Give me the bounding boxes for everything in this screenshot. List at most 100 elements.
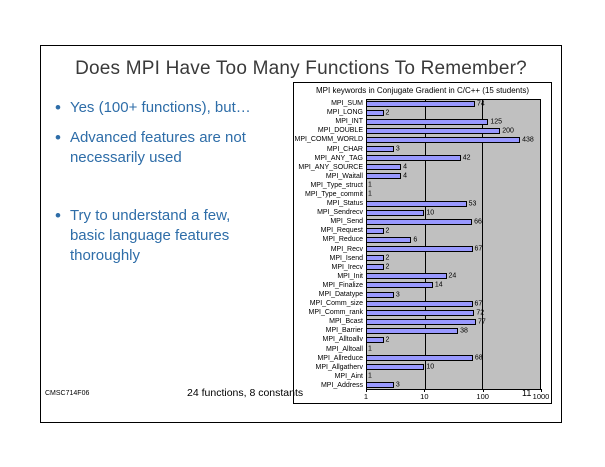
bullet-icon: •	[55, 128, 61, 147]
value-label: 10	[426, 363, 435, 371]
value-label: 24	[448, 272, 457, 280]
bullet-text: Try to understand a few, basic language …	[69, 207, 231, 264]
bar-area: 24	[366, 272, 541, 281]
bar-area: 10	[366, 363, 541, 372]
value-label: 77	[478, 318, 486, 326]
chart-row: MPI_Request 2	[294, 226, 541, 235]
bar	[366, 155, 461, 162]
value-label: 2	[385, 263, 390, 271]
chart-row: MPI_Sendrecv 10	[294, 208, 541, 217]
bar-area: 1	[366, 372, 541, 381]
value-label: 38	[460, 327, 468, 335]
bar-area: 4	[366, 172, 541, 181]
value-label: 125	[490, 118, 502, 126]
gridline-100	[482, 100, 484, 389]
bar-area: 3	[366, 144, 541, 153]
chart-row: MPI_COMM_WORLD 438	[294, 135, 541, 144]
bar	[366, 382, 394, 389]
chart-row: MPI_Finalize 14	[294, 281, 541, 290]
chart-row: MPI_LONG 2	[294, 108, 541, 117]
value-label: 2	[385, 254, 390, 262]
chart-row: MPI_Comm_size 67	[294, 299, 541, 308]
chart-row: MPI_ANY_TAG 42	[294, 154, 541, 163]
category-label: MPI_ANY_TAG	[314, 154, 364, 162]
plot-area	[366, 99, 541, 390]
value-label: 67	[474, 245, 483, 253]
bar	[366, 127, 501, 134]
chart-row: MPI_Send 66	[294, 217, 541, 226]
category-label: MPI_Comm_rank	[308, 309, 363, 317]
bar-area: 67	[366, 245, 541, 254]
category-label: MPI_DOUBLE	[317, 127, 363, 135]
bullet-text: Advanced features are not necessarily us…	[69, 129, 246, 166]
chart-row: MPI_INT 125	[294, 117, 541, 126]
value-label: 53	[468, 200, 477, 208]
bar-area: 42	[366, 154, 541, 163]
bar-area: 53	[366, 199, 541, 208]
bar	[366, 282, 433, 289]
bar-area: 74	[366, 99, 541, 108]
value-label: 14	[434, 281, 443, 289]
bar	[366, 164, 402, 171]
value-label: 2	[385, 109, 390, 117]
bar	[366, 200, 467, 207]
chart-row: MPI_Allgatherv 10	[294, 363, 541, 372]
bullet-item: • Try to understand a few, basic languag…	[55, 206, 287, 266]
bar	[366, 236, 412, 243]
chart-row: MPI_DOUBLE 200	[294, 126, 541, 135]
chart-row: MPI_Status 53	[294, 199, 541, 208]
bullet-text: Yes (100+ functions), but…	[69, 99, 251, 116]
bar-area: 438	[366, 135, 541, 144]
bar	[366, 355, 473, 362]
slide-title: Does MPI Have Too Many Functions To Reme…	[75, 58, 527, 79]
bar	[366, 327, 459, 334]
bar	[366, 109, 384, 116]
value-label: 4	[403, 172, 408, 180]
chart-row: MPI_Reduce 6	[294, 235, 541, 244]
chart-row: MPI_ANY_SOURCE 4	[294, 163, 541, 172]
bar	[366, 318, 477, 325]
page-number: 11	[522, 388, 532, 398]
category-label: MPI_Comm_size	[309, 300, 363, 308]
bar	[366, 146, 394, 153]
x-tick-mark	[366, 389, 367, 392]
value-label: 4	[403, 163, 408, 171]
value-label: 6	[413, 236, 418, 244]
category-label: MPI_Recv	[330, 245, 363, 253]
category-label: MPI_Address	[320, 381, 363, 389]
bar-area: 10	[366, 208, 541, 217]
chart-row: MPI_Address 3	[294, 381, 541, 390]
value-label: 3	[395, 381, 400, 389]
bar	[366, 300, 473, 307]
x-tick-mark	[541, 389, 542, 392]
bar	[366, 173, 402, 180]
bar-area: 6	[366, 235, 541, 244]
bar-area: 200	[366, 126, 541, 135]
x-axis: 1 10 100 1000	[364, 389, 549, 402]
value-label: 2	[385, 227, 390, 235]
chart-row: MPI_Irecv 2	[294, 263, 541, 272]
bar	[366, 309, 475, 316]
category-label: MPI_Waitall	[325, 172, 363, 180]
value-label: 42	[462, 154, 471, 162]
x-tick-label: 10	[420, 392, 429, 401]
bar	[366, 218, 473, 225]
functions-count-caption: 24 functions, 8 constants	[187, 387, 304, 399]
category-label: MPI_Sendrecv	[317, 209, 363, 217]
chart-row: MPI_Bcast 77	[294, 317, 541, 326]
category-label: MPI_Alltoall	[326, 345, 363, 353]
x-tick-label: 1000	[532, 392, 550, 401]
bar	[366, 136, 521, 143]
category-label: MPI_Datatype	[318, 291, 363, 299]
chart-row: MPI_Alltoallv 2	[294, 335, 541, 344]
value-label: 67	[474, 300, 483, 308]
bar-area: 67	[366, 299, 541, 308]
bullet-icon: •	[55, 98, 61, 117]
bar-area: 2	[366, 108, 541, 117]
bar	[366, 209, 425, 216]
bar-area: 72	[366, 308, 541, 317]
bar-area: 2	[366, 335, 541, 344]
chart-row: MPI_Init 24	[294, 272, 541, 281]
bullet-list: • Yes (100+ functions), but… • Advanced …	[55, 98, 287, 276]
bar-area: 77	[366, 317, 541, 326]
